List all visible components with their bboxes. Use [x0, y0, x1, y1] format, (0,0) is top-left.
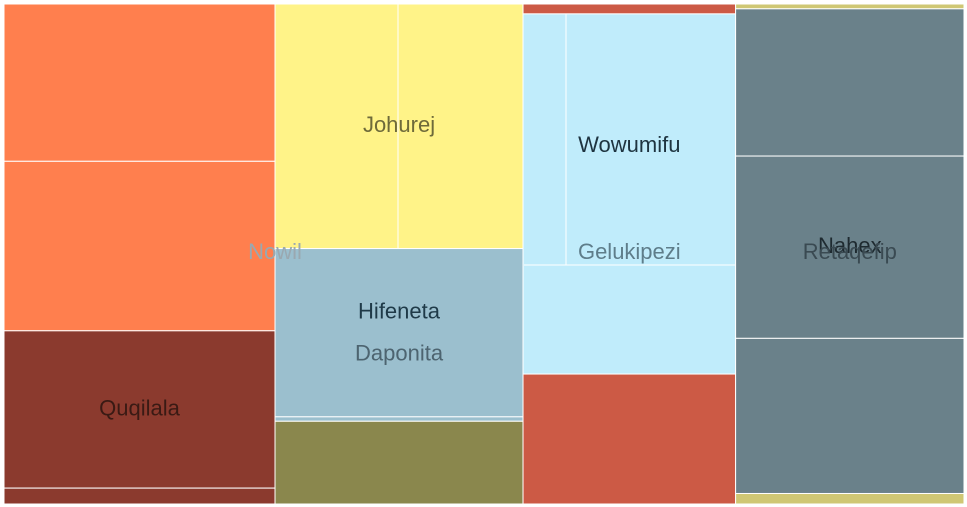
treemap-cell-g0-c0[interactable]: [3, 3, 276, 162]
treemap-cell-g3-c1[interactable]: [735, 8, 965, 157]
cell-sublabel-daponita: Daponita: [355, 341, 444, 366]
cell-label-johurej: Johurej: [363, 112, 435, 137]
treemap-cell-g2-c0[interactable]: [522, 3, 737, 15]
cell-label-nahex: Nahex: [818, 233, 882, 258]
group-label-retaqefip: Retaqefip: [803, 239, 897, 264]
treemap-group-retaqefip: Nahex: [735, 3, 965, 505]
treemap-cell-g3-c0[interactable]: [735, 3, 965, 10]
treemap-group-gelukipezi: Wowumifu: [522, 3, 737, 505]
treemap-cell-g0-c3[interactable]: [3, 487, 276, 505]
treemap-cell-g0-c1[interactable]: [3, 160, 276, 332]
treemap-cell-quqilala[interactable]: [3, 330, 276, 489]
cell-label-hifeneta: Hifeneta: [358, 299, 441, 324]
treemap-cells: Quqilala Johurej Hifeneta Daponita Wowumifu N…: [3, 3, 965, 505]
group-label-nowil: Nowil: [248, 239, 302, 264]
treemap-cell-g3-c4[interactable]: [735, 492, 965, 505]
treemap-cell-johurej[interactable]: [274, 3, 524, 250]
cell-label-quqilala: Quqilala: [99, 395, 180, 420]
cell-label-wowumifu: Wowumifu: [578, 132, 680, 157]
treemap-group-group-1: Johurej Hifeneta Daponita: [274, 3, 524, 505]
treemap-cell-g1-c3[interactable]: [274, 420, 524, 505]
treemap-cell-hifeneta[interactable]: [274, 248, 524, 418]
treemap-cell-g3-c3[interactable]: [735, 337, 965, 494]
treemap-cell-wowumifu[interactable]: [522, 13, 737, 375]
treemap-cell-nahex[interactable]: [735, 155, 965, 339]
group-labels: Nowil Gelukipezi Retaqefip: [248, 239, 897, 264]
treemap-cell-g1-c2[interactable]: [274, 416, 524, 422]
treemap-group-nowil: Quqilala: [3, 3, 276, 505]
treemap-cell-g2-c2[interactable]: [522, 373, 737, 505]
cell-subdivisions: [397, 4, 735, 266]
group-label-gelukipezi: Gelukipezi: [578, 239, 681, 264]
